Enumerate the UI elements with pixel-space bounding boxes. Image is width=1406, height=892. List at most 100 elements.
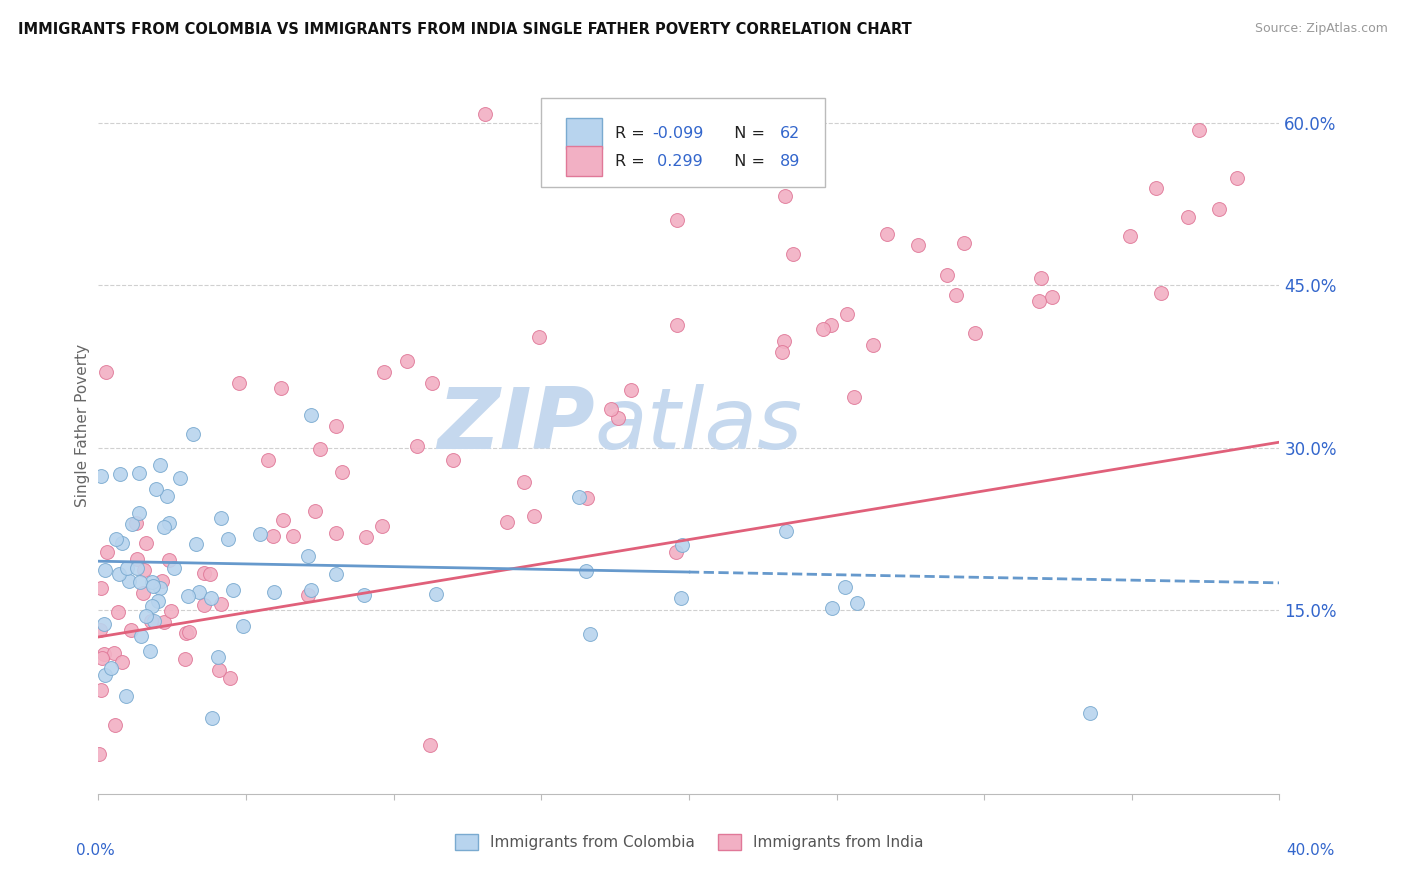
Point <box>495 515 517 529</box>
Point <box>142 579 165 593</box>
Point <box>115 561 138 575</box>
Point <box>963 326 986 340</box>
Point <box>1031 271 1053 285</box>
Point <box>1208 202 1230 217</box>
Point <box>844 391 866 405</box>
FancyBboxPatch shape <box>567 119 602 149</box>
Point <box>356 530 378 544</box>
Point <box>262 529 284 543</box>
Point <box>325 419 347 434</box>
Point <box>169 471 191 485</box>
Point <box>145 482 167 496</box>
Point <box>299 582 322 597</box>
Point <box>111 655 134 669</box>
Point <box>208 663 231 677</box>
Text: Source: ZipAtlas.com: Source: ZipAtlas.com <box>1254 22 1388 36</box>
Point <box>94 668 117 682</box>
Point <box>181 427 204 442</box>
Point <box>575 564 598 578</box>
Point <box>129 629 152 643</box>
Point <box>665 545 688 559</box>
Point <box>148 594 170 608</box>
Point <box>188 585 211 599</box>
Point <box>606 411 628 425</box>
FancyBboxPatch shape <box>567 145 602 177</box>
Point <box>125 551 148 566</box>
Legend: Immigrants from Colombia, Immigrants from India: Immigrants from Colombia, Immigrants fro… <box>449 828 929 856</box>
Point <box>91 651 114 665</box>
Point <box>128 467 150 481</box>
Point <box>143 614 166 628</box>
Point <box>160 604 183 618</box>
Point <box>813 322 835 336</box>
Point <box>1078 706 1101 721</box>
Point <box>1040 290 1063 304</box>
Point <box>141 614 163 628</box>
Point <box>304 504 326 518</box>
Point <box>862 338 884 352</box>
Point <box>90 582 112 596</box>
Point <box>186 537 208 551</box>
Point <box>153 615 176 630</box>
Point <box>201 711 224 725</box>
Point <box>96 545 118 559</box>
Point <box>89 624 111 638</box>
Text: IMMIGRANTS FROM COLOMBIA VS IMMIGRANTS FROM INDIA SINGLE FATHER POVERTY CORRELAT: IMMIGRANTS FROM COLOMBIA VS IMMIGRANTS F… <box>18 22 912 37</box>
Point <box>770 344 793 359</box>
Point <box>157 516 180 530</box>
Text: N =: N = <box>724 153 770 169</box>
Y-axis label: Single Father Poverty: Single Father Poverty <box>75 344 90 508</box>
Point <box>782 247 804 261</box>
Point <box>846 597 869 611</box>
Point <box>325 566 347 581</box>
Point <box>353 588 375 602</box>
Point <box>1144 181 1167 195</box>
Point <box>666 213 689 227</box>
Point <box>420 376 443 390</box>
Point <box>297 549 319 563</box>
Point <box>105 533 128 547</box>
Point <box>945 287 967 301</box>
Point <box>100 661 122 675</box>
Point <box>207 649 229 664</box>
Point <box>117 574 139 589</box>
Point <box>108 467 131 481</box>
Point <box>156 489 179 503</box>
Text: R =: R = <box>614 153 650 169</box>
Point <box>211 597 233 611</box>
Point <box>138 643 160 657</box>
Point <box>90 683 112 698</box>
Point <box>834 580 856 594</box>
Point <box>325 525 347 540</box>
Point <box>249 527 271 541</box>
Point <box>163 561 186 575</box>
Point <box>141 575 163 590</box>
Point <box>1226 171 1249 186</box>
Point <box>523 508 546 523</box>
Point <box>132 586 155 600</box>
Point <box>93 647 115 661</box>
Point <box>405 439 427 453</box>
Point <box>568 490 591 504</box>
Point <box>425 587 447 601</box>
Text: N =: N = <box>724 127 770 141</box>
Point <box>232 618 254 632</box>
Point <box>773 189 796 203</box>
Point <box>110 536 132 550</box>
Point <box>773 334 796 348</box>
Point <box>128 506 150 520</box>
Point <box>936 268 959 283</box>
Point <box>125 516 148 531</box>
Point <box>193 599 215 613</box>
Point <box>669 591 692 605</box>
Point <box>125 560 148 574</box>
Point <box>94 563 117 577</box>
Point <box>373 365 395 379</box>
Point <box>217 532 239 546</box>
Point <box>441 452 464 467</box>
Point <box>120 624 142 638</box>
Point <box>395 354 418 368</box>
Text: R =: R = <box>614 127 650 141</box>
Point <box>775 524 797 538</box>
Point <box>174 652 197 666</box>
